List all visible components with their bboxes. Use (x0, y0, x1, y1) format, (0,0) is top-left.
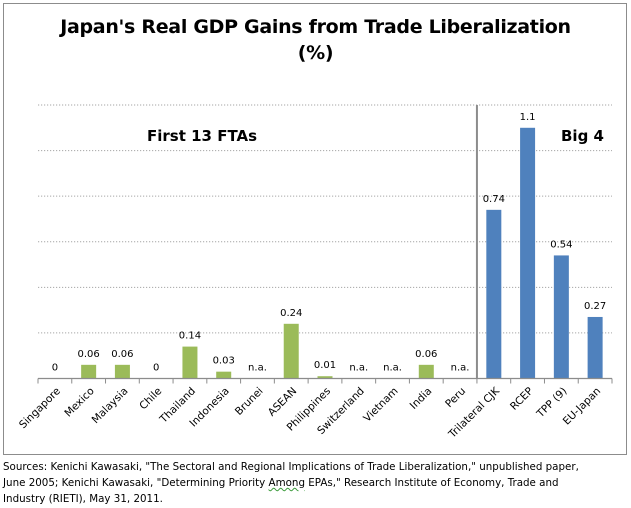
data-label-trilateral-cjk: 0.74 (483, 194, 505, 205)
spellcheck-flagged-word: Among (268, 477, 305, 489)
data-label-switzerland: n.a. (349, 363, 368, 374)
x-tick-label-singapore: Singapore (17, 385, 63, 431)
bar-eu-japan (587, 316, 603, 379)
x-tick-label-vietnam: Vietnam (361, 385, 400, 424)
bar-indonesia (216, 371, 232, 379)
data-label-eu-japan: 0.27 (584, 301, 606, 312)
data-label-philippines: 0.01 (314, 360, 336, 371)
sources-line-2-post: EPAs," Research Institute of Economy, Tr… (304, 477, 559, 489)
sources-line-2: June 2005; Kenichi Kawasaki, "Determinin… (3, 475, 628, 491)
group-label-big-4: Big 4 (561, 127, 604, 145)
bar-philippines (317, 376, 333, 379)
x-tick-label-asean: ASEAN (266, 385, 300, 419)
group-label-first-13-ftas: First 13 FTAs (147, 127, 257, 145)
bar-india (418, 364, 434, 379)
x-axis (37, 105, 613, 384)
bar-trilateral-cjk (486, 209, 502, 379)
bar-rcep (520, 127, 536, 379)
data-label-vietnam: n.a. (383, 363, 402, 374)
data-label-indonesia: 0.03 (213, 356, 235, 367)
data-label-india: 0.06 (415, 349, 437, 360)
data-labels: 0 0.06 0.06 0 0.14 0.03 n.a. 0.24 0.01 n.a. n.a. 0.… (52, 112, 607, 374)
bar-thailand (182, 346, 198, 379)
x-tick-label-india: India (408, 385, 435, 412)
data-label-malaysia: 0.06 (111, 349, 133, 360)
data-label-tpp-9: 0.54 (550, 239, 572, 250)
bar-asean (283, 323, 299, 379)
bar-malaysia (114, 364, 130, 379)
bar-mexico (81, 364, 97, 379)
bar-tpp-9 (553, 255, 569, 379)
sources-line-3: Industry (RIETI), May 31, 2011. (3, 493, 163, 505)
chart-title-unit: (%) (297, 42, 334, 64)
x-tick-label-chile: Chile (137, 385, 164, 412)
x-tick-label-peru: Peru (443, 385, 468, 410)
data-label-thailand: 0.14 (179, 331, 201, 342)
data-label-brunei: n.a. (248, 363, 267, 374)
chart-title-main: Japan's Real GDP Gains from Trade Libera… (60, 16, 571, 38)
data-label-asean: 0.24 (280, 308, 302, 319)
sources-note: Sources: Kenichi Kawasaki, "The Sectoral… (3, 459, 628, 507)
bars (81, 127, 603, 379)
data-label-singapore: 0 (52, 363, 58, 374)
data-label-chile: 0 (153, 363, 159, 374)
x-tick-label-malaysia: Malaysia (90, 385, 131, 426)
data-label-peru: n.a. (451, 363, 470, 374)
data-label-mexico: 0.06 (78, 349, 100, 360)
x-tick-label-rcep: RCEP (508, 385, 536, 413)
plot-area: 0 0.06 0.06 0 0.14 0.03 n.a. 0.24 0.01 n.a. n.a. 0.… (17, 104, 613, 441)
x-tick-label-brunei: Brunei (233, 385, 266, 418)
data-label-rcep: 1.1 (520, 112, 536, 123)
sources-line-2-pre: June 2005; Kenichi Kawasaki, "Determinin… (3, 477, 269, 489)
sources-line-1: Sources: Kenichi Kawasaki, "The Sectoral… (3, 461, 579, 473)
chart-title: Japan's Real GDP Gains from Trade Libera… (0, 14, 631, 66)
